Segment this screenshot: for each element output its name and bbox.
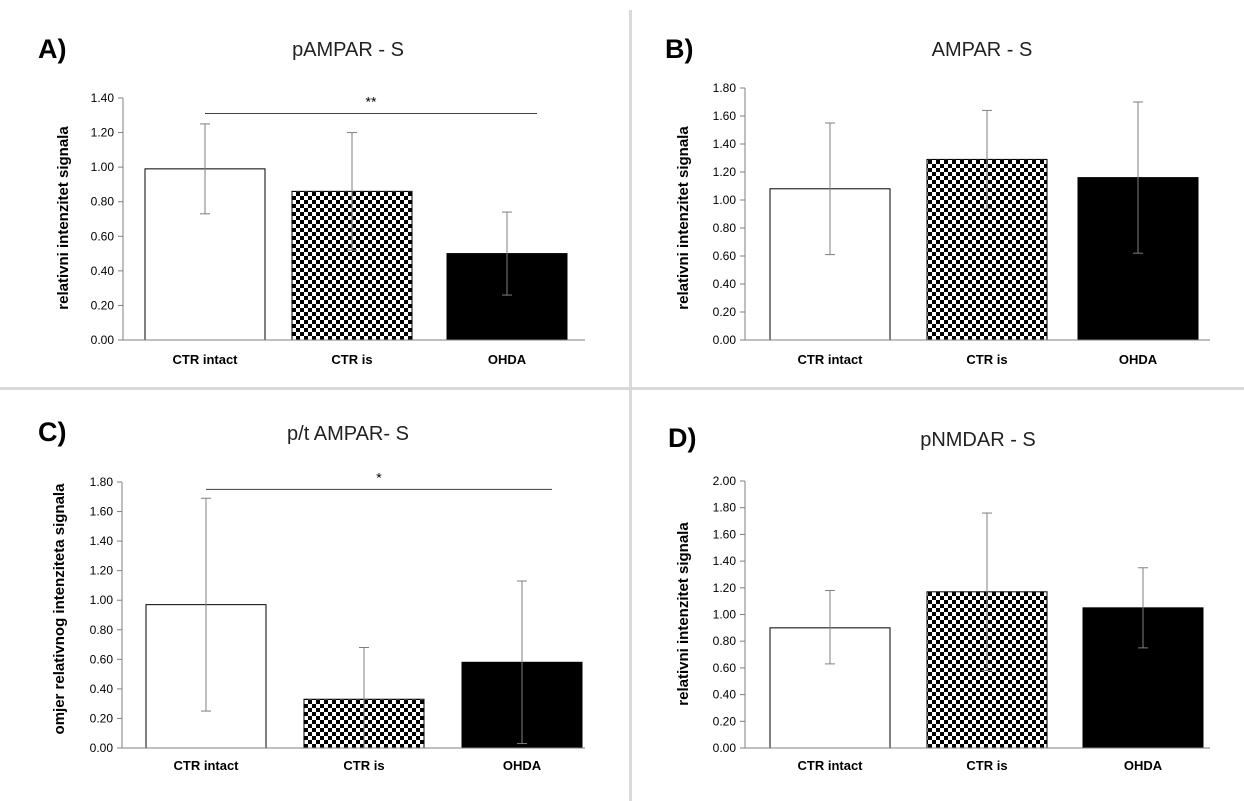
panel-divider-vertical <box>629 10 632 801</box>
y-tick-label: 0.80 <box>91 195 115 209</box>
x-category-label: CTR intact <box>174 758 240 773</box>
y-tick-label: 1.80 <box>713 501 737 515</box>
y-tick-label: 1.00 <box>90 593 114 607</box>
y-tick-label: 0.20 <box>713 714 737 728</box>
y-axis-label: relativni intenzitet signala <box>675 522 692 706</box>
y-tick-label: 0.20 <box>91 298 115 312</box>
y-tick-label: 1.40 <box>713 554 737 568</box>
chart-title: AMPAR - S <box>932 39 1033 61</box>
y-axis-label: relativni intenzitet signala <box>675 126 692 310</box>
x-category-label: CTR is <box>331 352 372 367</box>
y-tick-label: 1.60 <box>713 527 737 541</box>
significance-label: ** <box>366 94 377 110</box>
y-tick-label: 1.20 <box>91 126 115 140</box>
y-tick-label: 0.60 <box>713 661 737 675</box>
y-tick-label: 0.80 <box>713 634 737 648</box>
panel-letter: D) <box>668 423 697 453</box>
y-tick-label: 0.00 <box>713 741 737 755</box>
y-tick-label: 0.20 <box>713 305 737 319</box>
x-category-label: CTR intact <box>798 758 864 773</box>
y-tick-label: 1.20 <box>90 564 114 578</box>
y-tick-label: 0.00 <box>713 333 737 347</box>
y-tick-label: 1.40 <box>713 137 737 151</box>
chart-title: p/t AMPAR- S <box>287 423 409 445</box>
panel-letter: A) <box>38 34 67 64</box>
y-tick-label: 0.40 <box>713 688 737 702</box>
y-tick-label: 0.40 <box>91 264 115 278</box>
y-tick-label: 1.00 <box>713 193 737 207</box>
x-category-label: OHDA <box>1119 352 1158 367</box>
chart-title: pNMDAR - S <box>920 429 1036 451</box>
x-category-label: OHDA <box>503 758 542 773</box>
y-tick-label: 0.40 <box>90 682 114 696</box>
y-tick-label: 1.60 <box>713 109 737 123</box>
significance-label: * <box>376 469 382 485</box>
y-tick-label: 1.60 <box>90 505 114 519</box>
y-tick-label: 1.20 <box>713 581 737 595</box>
y-tick-label: 1.40 <box>90 534 114 548</box>
y-tick-label: 0.60 <box>713 249 737 263</box>
y-tick-label: 1.40 <box>91 91 115 105</box>
x-category-label: CTR intact <box>798 352 864 367</box>
panel-letter: C) <box>38 417 67 447</box>
y-axis-label: relativni intenzitet signala <box>55 126 72 310</box>
chart-title: pAMPAR - S <box>292 39 404 61</box>
x-category-label: OHDA <box>1124 758 1163 773</box>
y-tick-label: 0.00 <box>91 333 115 347</box>
y-tick-label: 1.20 <box>713 165 737 179</box>
panel-divider-horizontal <box>0 387 1244 390</box>
y-tick-label: 0.80 <box>713 221 737 235</box>
y-tick-label: 1.00 <box>91 160 115 174</box>
panel-letter: B) <box>665 34 694 64</box>
y-tick-label: 2.00 <box>713 474 737 488</box>
x-category-label: CTR is <box>966 352 1007 367</box>
y-tick-label: 0.00 <box>90 741 114 755</box>
x-category-label: CTR is <box>966 758 1007 773</box>
y-tick-label: 0.40 <box>713 277 737 291</box>
y-axis-label: omjer relativnog intenziteta signala <box>51 483 68 735</box>
x-category-label: CTR intact <box>173 352 239 367</box>
y-tick-label: 1.00 <box>713 608 737 622</box>
y-tick-label: 1.80 <box>713 81 737 95</box>
y-tick-label: 1.80 <box>90 475 114 489</box>
y-tick-label: 0.20 <box>90 711 114 725</box>
x-category-label: OHDA <box>488 352 527 367</box>
y-tick-label: 0.60 <box>90 652 114 666</box>
y-tick-label: 0.80 <box>90 623 114 637</box>
y-tick-label: 0.60 <box>91 229 115 243</box>
x-category-label: CTR is <box>343 758 384 773</box>
